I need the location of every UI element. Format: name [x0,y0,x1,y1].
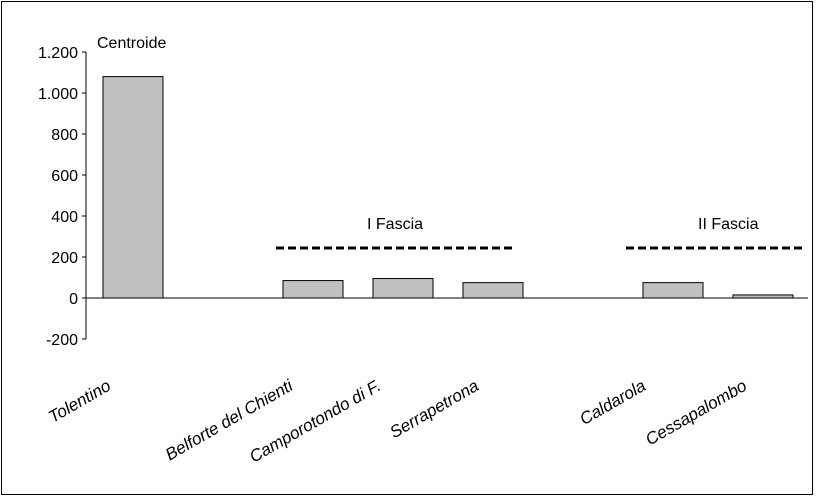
y-tick-label: 600 [51,168,78,185]
y-tick-label: 400 [51,209,78,226]
annotations: Centroide I Fascia II Fascia [97,35,806,250]
x-category-label: Tolentino [45,376,114,427]
y-tick-label: 1.200 [38,45,78,62]
bar [282,280,344,299]
centroid-label: Centroide [97,35,166,52]
y-tick-label: 200 [51,250,78,267]
x-category-label: Caldarola [576,376,649,429]
y-tick-label: 1.000 [38,86,78,103]
bar [732,294,794,299]
band1-label: I Fascia [367,216,423,233]
band2-label: II Fascia [698,216,759,233]
bars [102,76,794,299]
x-category-label: Serrapetrona [387,376,482,442]
bar [102,76,164,299]
bar [642,282,704,299]
x-axis-labels: Tolentino Belforte del ChientiCamporotond… [45,375,750,466]
y-tick-label: 0 [69,291,78,308]
bar [372,278,434,299]
bar [462,282,524,299]
y-tick-label: -200 [46,332,78,349]
x-category-label: Cessapalombo [642,376,750,449]
y-tick-label: 800 [51,127,78,144]
